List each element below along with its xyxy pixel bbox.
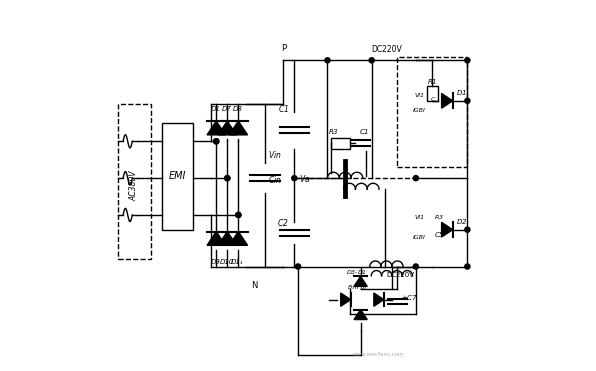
Text: D1₁: D1₁ <box>231 259 244 265</box>
Circle shape <box>325 58 330 63</box>
Circle shape <box>413 175 418 181</box>
Text: $C$in: $C$in <box>268 174 281 186</box>
Polygon shape <box>374 293 384 306</box>
Text: D9: D9 <box>210 259 221 265</box>
Circle shape <box>214 139 219 144</box>
Circle shape <box>413 264 418 269</box>
Text: VI1: VI1 <box>414 215 424 220</box>
Text: +$C$7: +$C$7 <box>401 293 418 302</box>
Bar <box>398 57 467 167</box>
Text: IGBI: IGBI <box>413 108 426 113</box>
Circle shape <box>369 58 374 63</box>
Bar <box>117 105 151 259</box>
Bar <box>427 86 438 101</box>
Text: $D$3-$D$1: $D$3-$D$1 <box>346 268 367 276</box>
Text: $V$a: $V$a <box>299 173 311 184</box>
Text: $R$3: $R$3 <box>328 127 339 136</box>
Polygon shape <box>442 222 452 237</box>
Text: P: P <box>281 44 286 53</box>
Circle shape <box>465 98 470 104</box>
Circle shape <box>225 175 230 181</box>
Circle shape <box>291 175 297 181</box>
Polygon shape <box>218 232 237 245</box>
Text: $R$1: $R$1 <box>427 77 437 86</box>
Text: VI1: VI1 <box>414 93 424 98</box>
Polygon shape <box>207 232 225 245</box>
Text: $C$5: $C$5 <box>433 230 445 239</box>
Circle shape <box>225 175 230 181</box>
Text: AC380V: AC380V <box>130 170 139 201</box>
Circle shape <box>465 227 470 232</box>
Polygon shape <box>442 93 452 108</box>
Polygon shape <box>341 293 350 306</box>
Bar <box>331 138 349 149</box>
Text: Bril pl: Bril pl <box>348 285 366 290</box>
Text: $C$1: $C$1 <box>278 103 289 114</box>
Polygon shape <box>218 121 237 135</box>
Circle shape <box>296 264 300 269</box>
Circle shape <box>236 212 241 217</box>
Circle shape <box>465 58 470 63</box>
Text: DC220V: DC220V <box>386 272 414 278</box>
Text: $R$3: $R$3 <box>434 213 444 221</box>
Polygon shape <box>354 309 367 319</box>
Circle shape <box>236 212 241 217</box>
Text: D7: D7 <box>222 106 231 112</box>
Text: www.elecfans.com: www.elecfans.com <box>353 352 405 357</box>
Text: D1: D1 <box>210 106 221 112</box>
Text: $C$1: $C$1 <box>359 127 370 136</box>
Text: IGBI: IGBI <box>413 235 426 240</box>
Polygon shape <box>354 276 367 286</box>
Circle shape <box>214 139 219 144</box>
Polygon shape <box>229 232 247 245</box>
Text: C: C <box>430 97 435 102</box>
Text: EMI: EMI <box>169 171 187 181</box>
Text: $V$in: $V$in <box>268 149 281 160</box>
Text: D8: D8 <box>232 106 243 112</box>
Polygon shape <box>229 121 247 135</box>
Polygon shape <box>207 121 225 135</box>
Text: $C$2: $C$2 <box>277 217 289 228</box>
Text: D10: D10 <box>219 259 234 265</box>
Text: $D$1: $D$1 <box>457 88 467 97</box>
Text: $D$2: $D$2 <box>457 217 468 226</box>
Text: N: N <box>251 281 257 290</box>
Circle shape <box>465 264 470 269</box>
Bar <box>162 123 193 230</box>
Text: DC220V: DC220V <box>371 45 402 54</box>
